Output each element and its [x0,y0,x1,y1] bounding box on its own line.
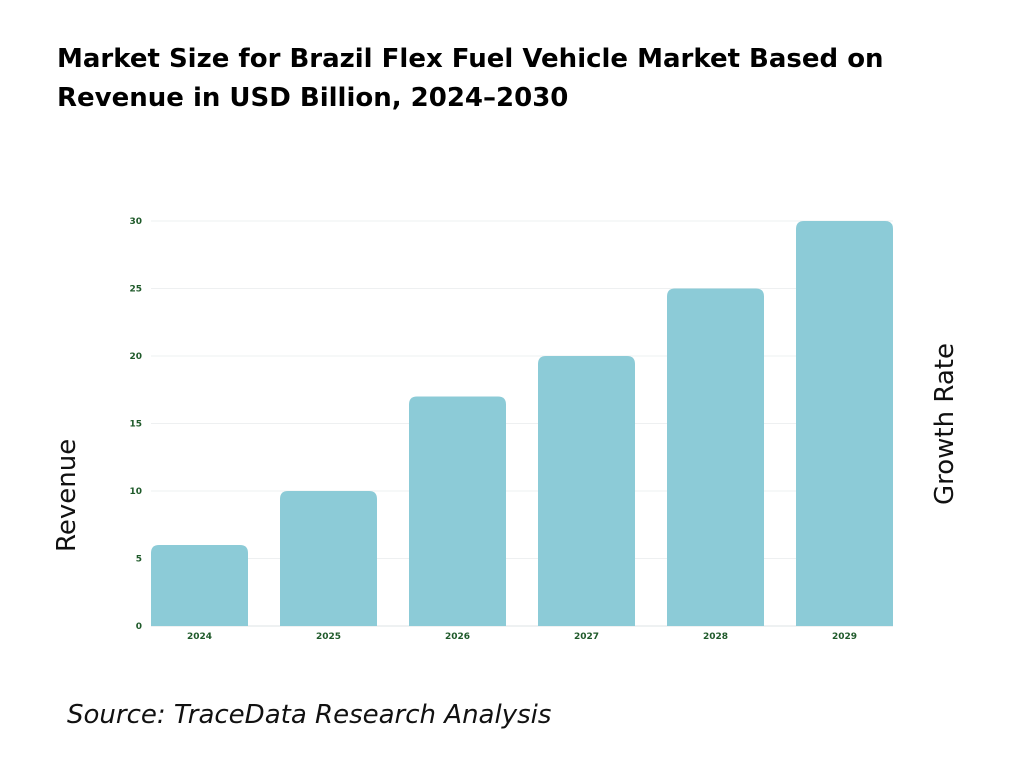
x-tick-label: 2029 [832,632,857,642]
x-tick-label: 2024 [187,632,212,642]
bar-2027 [538,356,635,626]
bar-2025 [280,491,377,626]
bar-2028 [667,288,764,626]
y-tick-label: 25 [129,285,142,295]
chart-title: Market Size for Brazil Flex Fuel Vehicle… [57,44,884,113]
bar-2026 [409,396,506,626]
x-tick-label: 2027 [574,632,599,642]
y-tick-label: 0 [136,622,142,632]
bar-2029 [796,221,893,626]
x-tick-label: 2026 [445,632,470,642]
y-tick-label: 10 [129,487,142,497]
y-tick-label: 5 [136,555,142,565]
bar-2024 [151,545,248,626]
x-tick-label: 2028 [703,632,728,642]
y-tick-label: 15 [129,420,142,430]
x-tick-label: 2025 [316,632,341,642]
source-note: Source: TraceData Research Analysis [67,700,552,730]
y-tick-label: 20 [129,352,142,362]
y-tick-label: 30 [129,217,142,227]
